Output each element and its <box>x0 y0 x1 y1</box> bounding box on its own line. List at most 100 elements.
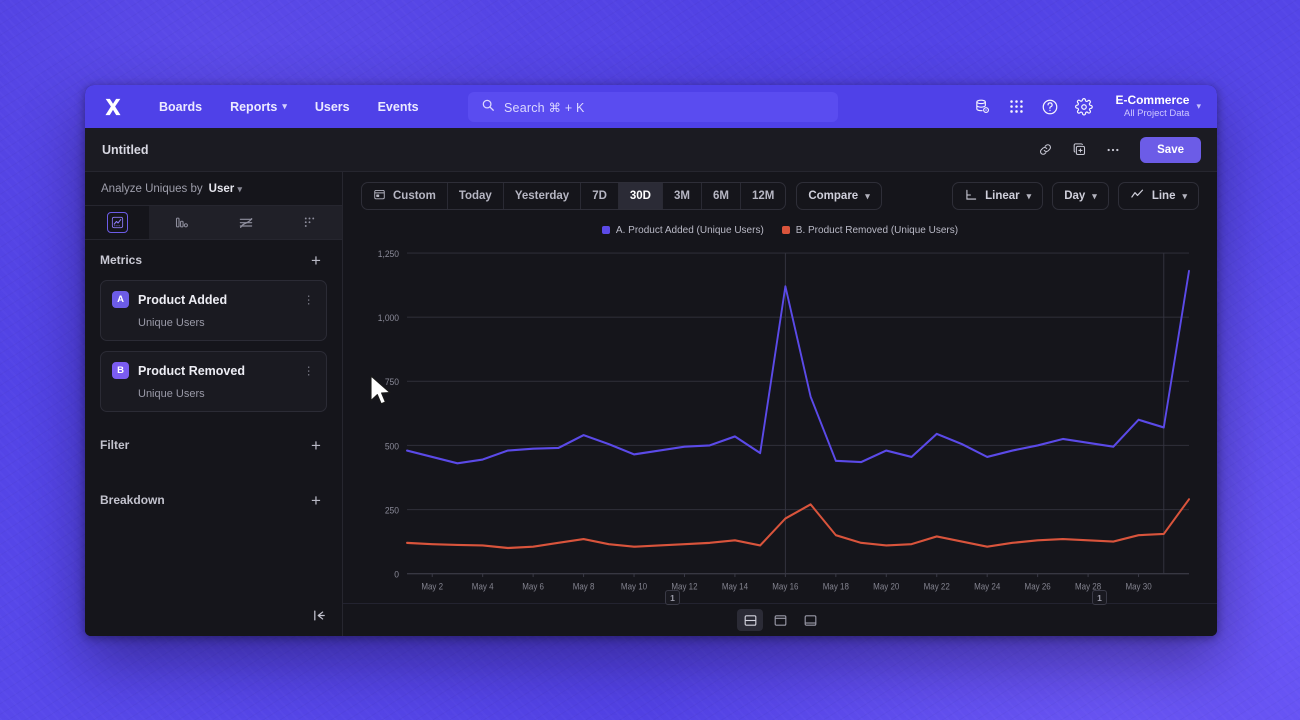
range-yesterday[interactable]: Yesterday <box>504 183 582 209</box>
legend-item-b[interactable]: B. Product Removed (Unique Users) <box>781 225 958 236</box>
range-3m[interactable]: 3M <box>663 183 702 209</box>
compare-dropdown[interactable]: Compare ▾ <box>796 182 882 210</box>
tab-bar-chart[interactable] <box>149 206 214 239</box>
top-navigation-bar: Boards Reports ▾ Users Events Search ⌘ +… <box>85 85 1217 128</box>
layout-chart-only-icon[interactable] <box>797 609 823 631</box>
range-12m-label: 12M <box>751 190 775 202</box>
scale-label: Linear <box>985 190 1020 202</box>
chevron-down-icon: ▾ <box>282 101 287 111</box>
range-today[interactable]: Today <box>448 183 504 209</box>
charttype-dropdown[interactable]: Line ▾ <box>1117 182 1199 210</box>
nav-link-boards[interactable]: Boards <box>145 94 216 120</box>
x-axis-tick-label: May 26 <box>1025 581 1051 592</box>
project-switcher[interactable]: E-Commerce All Project Data ▾ <box>1101 93 1205 120</box>
metric-badge-b: B <box>112 362 129 379</box>
sidebar-chart-type-tabs <box>85 206 342 240</box>
breakdown-section[interactable]: Breakdown + <box>85 477 342 523</box>
calendar-icon <box>373 188 386 204</box>
y-axis-tick-label: 0 <box>394 569 399 580</box>
chevron-down-icon: ▾ <box>237 183 242 194</box>
compare-label: Compare <box>808 190 859 202</box>
nav-link-reports-label: Reports <box>230 99 278 114</box>
range-6m-label: 6M <box>712 190 729 202</box>
save-button[interactable]: Save <box>1140 136 1201 163</box>
range-custom[interactable]: Custom <box>362 183 448 209</box>
analyze-uniques-row: Analyze Uniques by User ▾ <box>85 172 342 206</box>
x-axis-tick-label: May 16 <box>772 581 798 592</box>
search-icon <box>481 98 495 117</box>
filter-title: Filter <box>100 438 130 452</box>
date-range-selector: Custom Today Yesterday 7D 30D <box>361 182 787 210</box>
tab-line-chart[interactable] <box>85 206 150 239</box>
nav-link-events-label: Events <box>377 99 419 114</box>
nav-link-boards-label: Boards <box>159 99 203 114</box>
metric-options-icon[interactable]: … <box>305 364 319 377</box>
filter-section[interactable]: Filter + <box>85 422 342 468</box>
range-6m[interactable]: 6M <box>702 183 741 209</box>
scale-dropdown[interactable]: Linear ▾ <box>952 182 1044 210</box>
metric-sub-product-removed: Unique Users <box>138 388 205 400</box>
range-custom-label: Custom <box>393 190 436 202</box>
top-nav-actions: E-Commerce All Project Data ▾ <box>965 90 1205 124</box>
tab-flow-chart[interactable] <box>213 206 278 239</box>
add-metric-button[interactable]: + <box>311 250 321 270</box>
metric-name-product-added: Product Added <box>138 292 228 307</box>
chart-line-series-a[interactable] <box>406 269 1190 465</box>
duplicate-icon[interactable] <box>1064 136 1094 164</box>
axis-icon <box>964 188 978 205</box>
analyze-by-dropdown[interactable]: User ▾ <box>209 183 242 195</box>
charttype-label: Line <box>1151 190 1176 202</box>
report-actions: Save <box>1030 136 1201 164</box>
nav-link-reports[interactable]: Reports ▾ <box>216 94 301 120</box>
database-icon[interactable] <box>965 90 999 124</box>
x-axis-tick-label: May 6 <box>522 581 544 592</box>
app-window: Boards Reports ▾ Users Events Search ⌘ +… <box>85 85 1217 636</box>
chart-plot-area[interactable]: 0 250 500 750 1,000 1,250 May 2 May 4 May 6 May 8… <box>343 240 1217 605</box>
main-nav-links: Boards Reports ▾ Users Events <box>145 94 433 120</box>
help-circle-icon[interactable] <box>1033 90 1067 124</box>
metric-card-product-added[interactable]: A Product Added … Unique Users <box>100 280 327 341</box>
x-logo-icon[interactable] <box>99 93 127 121</box>
range-yesterday-label: Yesterday <box>514 190 570 202</box>
line-chart-svg[interactable]: 0 250 500 750 1,000 1,250 May 2 May 4 May 6 May 8… <box>365 244 1195 603</box>
granularity-label: Day <box>1064 190 1086 202</box>
more-options-icon[interactable] <box>1098 136 1128 164</box>
page-marker-right[interactable]: 1 <box>1092 590 1107 605</box>
page-title[interactable]: Untitled <box>102 142 149 157</box>
add-breakdown-button[interactable]: + <box>311 490 321 510</box>
x-axis-tick-label: May 22 <box>924 581 950 592</box>
range-30d[interactable]: 30D <box>618 183 663 209</box>
workspace: Analyze Uniques by User ▾ <box>85 172 1217 636</box>
chart-toolbar: Custom Today Yesterday 7D 30D <box>343 172 1217 220</box>
chart-legend: A. Product Added (Unique Users) B. Produ… <box>343 220 1217 240</box>
layout-split-horizontal-icon[interactable] <box>737 609 763 631</box>
range-12m[interactable]: 12M <box>741 183 785 209</box>
nav-link-events[interactable]: Events <box>364 94 433 120</box>
metric-badge-a: A <box>112 291 129 308</box>
chart-config-controls: Linear ▾ Day ▾ Line ▾ <box>952 182 1199 210</box>
range-7d[interactable]: 7D <box>581 183 619 209</box>
legend-item-a[interactable]: A. Product Added (Unique Users) <box>601 225 764 236</box>
page-marker-left[interactable]: 1 <box>665 590 680 605</box>
y-axis-tick-label: 500 <box>385 441 399 452</box>
search-placeholder: Search ⌘ + K <box>504 100 585 115</box>
add-filter-button[interactable]: + <box>311 435 321 455</box>
line-chart-icon <box>106 212 128 233</box>
chart-line-series-b[interactable] <box>406 498 1190 550</box>
search-input[interactable]: Search ⌘ + K <box>468 92 838 122</box>
nav-link-users[interactable]: Users <box>301 94 364 120</box>
granularity-dropdown[interactable]: Day ▾ <box>1052 182 1109 210</box>
grid-apps-icon[interactable] <box>999 90 1033 124</box>
metric-options-icon[interactable]: … <box>305 293 319 306</box>
chevron-down-icon: ▾ <box>1026 190 1032 201</box>
collapse-sidebar-icon[interactable] <box>306 602 332 628</box>
flow-chart-icon <box>235 212 256 233</box>
x-axis-tick-label: May 28 <box>1075 581 1101 592</box>
legend-swatch-b <box>781 226 790 234</box>
tab-retention-grid[interactable] <box>277 206 342 239</box>
layout-chart-top-icon[interactable] <box>767 609 793 631</box>
gear-icon[interactable] <box>1067 90 1101 124</box>
metric-card-product-removed[interactable]: B Product Removed … Unique Users <box>100 351 327 412</box>
link-icon[interactable] <box>1030 136 1060 164</box>
project-subtitle: All Project Data <box>1123 108 1190 120</box>
